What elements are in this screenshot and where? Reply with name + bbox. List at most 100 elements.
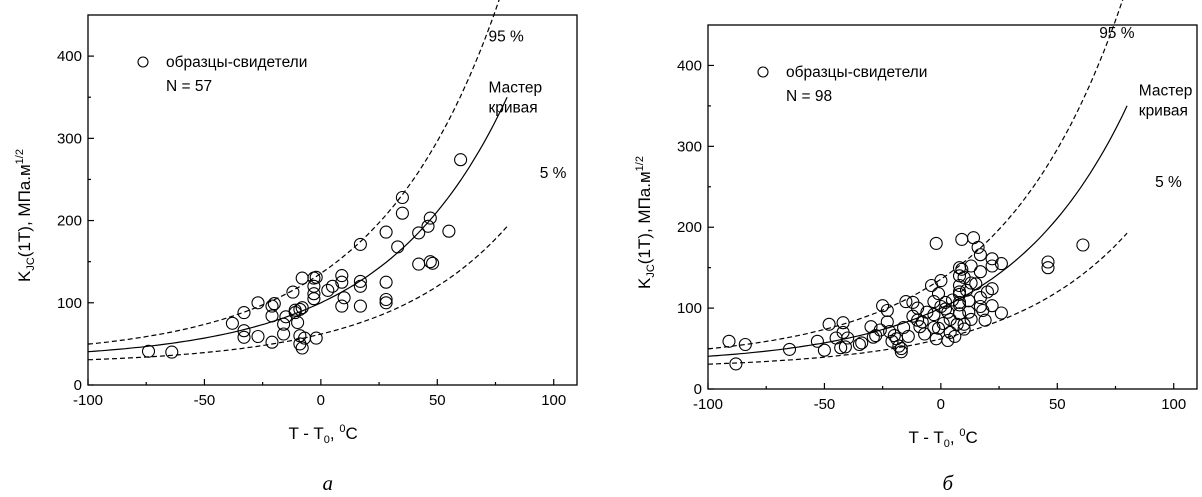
data-point bbox=[918, 327, 932, 341]
x-axis-title: T - T0, 0C bbox=[289, 423, 358, 446]
data-points bbox=[141, 153, 468, 359]
legend-label: образцы-свидетели bbox=[786, 64, 927, 81]
y-tick-label: 400 bbox=[57, 48, 82, 65]
data-point bbox=[836, 316, 850, 330]
data-point bbox=[279, 310, 293, 324]
legend-marker bbox=[137, 56, 149, 68]
data-point bbox=[729, 357, 743, 371]
data-point bbox=[165, 345, 179, 359]
data-point bbox=[379, 292, 393, 307]
x-title-sub: 0 bbox=[944, 438, 950, 450]
upper-curve-label: 95 % bbox=[1099, 25, 1135, 42]
data-point bbox=[962, 305, 976, 319]
data-point bbox=[251, 329, 265, 344]
legend-count: N = 57 bbox=[166, 78, 212, 95]
y-title-main: K bbox=[15, 270, 34, 282]
data-point bbox=[852, 337, 866, 352]
y-axis-title: KJC(1T), МПа.м1/2 bbox=[634, 156, 657, 289]
panel-caption: б bbox=[943, 471, 955, 495]
legend-label: образцы-свидетели bbox=[166, 54, 307, 71]
data-point bbox=[288, 303, 302, 317]
master-curve-label-line2: кривая bbox=[489, 99, 538, 116]
x-title-comma: , bbox=[950, 428, 959, 447]
data-point bbox=[335, 275, 349, 289]
lower-5-curve bbox=[707, 232, 1128, 365]
plot-frame bbox=[87, 14, 578, 386]
data-point bbox=[973, 265, 987, 279]
x-title-main: T - T bbox=[289, 424, 324, 443]
data-point bbox=[901, 329, 915, 343]
y-title-rest: (1T), МПа.м bbox=[15, 164, 34, 257]
data-point bbox=[866, 330, 880, 344]
data-point bbox=[1041, 261, 1055, 275]
x-tick-label: 0 bbox=[937, 396, 945, 413]
master-curve-label-line1: Мастер bbox=[1139, 82, 1193, 99]
data-point bbox=[971, 240, 985, 254]
x-tick-label: -50 bbox=[814, 396, 836, 413]
data-point bbox=[421, 219, 435, 233]
x-tick-label: -100 bbox=[693, 396, 723, 413]
x-tick-label: 50 bbox=[1049, 396, 1066, 413]
y-title-sub: JC bbox=[25, 257, 37, 271]
y-tick-label: 0 bbox=[694, 381, 702, 398]
data-point bbox=[957, 322, 971, 336]
data-point bbox=[309, 270, 323, 284]
master-curve-label-line2: кривая bbox=[1139, 102, 1188, 119]
lower-curve-label: 5 % bbox=[540, 165, 567, 182]
y-tick-label: 200 bbox=[677, 219, 702, 236]
data-point bbox=[927, 308, 941, 322]
data-point bbox=[442, 224, 456, 238]
y-tick-label: 100 bbox=[57, 295, 82, 312]
data-point bbox=[950, 317, 964, 331]
data-point bbox=[899, 295, 913, 309]
x-tick-label: 50 bbox=[429, 392, 446, 409]
data-point bbox=[931, 287, 946, 301]
x-title-unit: C bbox=[345, 424, 357, 443]
data-point bbox=[955, 232, 969, 246]
data-point bbox=[841, 331, 855, 345]
legend-count: N = 98 bbox=[786, 88, 832, 105]
data-point bbox=[934, 274, 948, 288]
chart-panel-b: -100 -50 0 50 100 0 100 200 300 400 95 % Мастер к… bbox=[634, 0, 1198, 495]
x-title-sup: 0 bbox=[959, 427, 965, 439]
data-point bbox=[994, 257, 1008, 271]
lower-curve-label: 5 % bbox=[1155, 174, 1182, 191]
data-point bbox=[309, 331, 323, 345]
x-tick-label: -100 bbox=[73, 392, 103, 409]
x-tick-label: -50 bbox=[194, 392, 216, 409]
data-point bbox=[985, 252, 999, 266]
data-point bbox=[936, 316, 950, 331]
y-title-sup: 1/2 bbox=[14, 149, 26, 164]
y-tick-label: 100 bbox=[677, 300, 702, 317]
data-point bbox=[964, 312, 978, 326]
data-point bbox=[911, 301, 925, 315]
data-point bbox=[855, 336, 869, 350]
data-point bbox=[980, 285, 994, 299]
upper-curve-label: 95 % bbox=[489, 28, 525, 45]
x-title-comma: , bbox=[330, 424, 339, 443]
data-point bbox=[883, 325, 897, 339]
data-point bbox=[906, 309, 920, 323]
y-title-sub: JC bbox=[645, 264, 657, 278]
chart-panel-a: -100 -50 0 50 100 0 100 200 300 400 95 % Мастер к… bbox=[14, 0, 578, 495]
data-point bbox=[379, 296, 393, 310]
y-title-sup: 1/2 bbox=[634, 156, 646, 171]
data-point bbox=[994, 306, 1008, 320]
data-point bbox=[931, 321, 946, 335]
y-title-main: K bbox=[635, 277, 654, 289]
data-point bbox=[1041, 255, 1055, 269]
data-point bbox=[286, 285, 300, 299]
x-tick-label: 100 bbox=[1161, 396, 1186, 413]
data-point bbox=[291, 315, 305, 330]
data-point bbox=[391, 240, 405, 254]
data-point bbox=[943, 325, 957, 339]
master-curve-label-line1: Мастер bbox=[489, 79, 543, 96]
data-point bbox=[838, 340, 852, 354]
master-curve bbox=[707, 105, 1128, 357]
x-axis-title: T - T0, 0C bbox=[909, 427, 978, 450]
master-curve bbox=[87, 96, 508, 353]
data-point bbox=[265, 299, 279, 313]
data-point bbox=[890, 332, 904, 346]
data-point bbox=[985, 299, 999, 313]
